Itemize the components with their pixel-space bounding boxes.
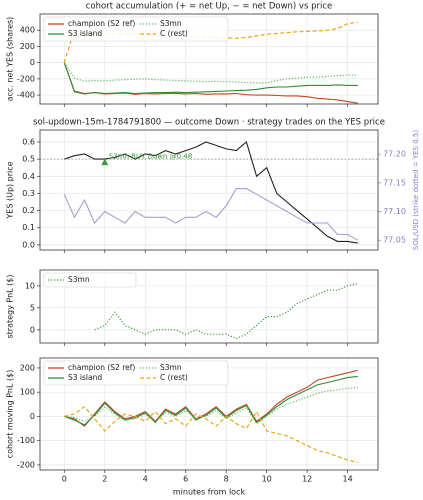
y-tick-label: -200 (17, 460, 35, 469)
series-line (64, 375, 358, 426)
x-tick-label: 2 (102, 475, 107, 484)
y-tick-label: -200 (17, 74, 35, 83)
chart-title: sol-updown-15m-1784791800 — outcome Down… (33, 118, 385, 128)
series-line (63, 62, 358, 95)
x-tick-label: 12 (302, 475, 312, 484)
x-tick-label: 6 (183, 475, 188, 484)
y-tick-label: 0.2 (22, 206, 35, 215)
y-tick-label: -400 (17, 91, 35, 100)
y2-tick-label: 77.05 (383, 236, 406, 245)
series-line (63, 188, 359, 241)
legend-box (43, 360, 229, 386)
y-tick-label: 400 (20, 26, 35, 35)
x-tick-label: 0 (62, 475, 67, 484)
series-line (64, 369, 358, 427)
y-axis-label: acc. net YES (shares) (6, 17, 15, 102)
y-tick-label: 0 (30, 58, 35, 67)
y-tick-label: 0.3 (22, 189, 35, 198)
legend-label: champion (S2 ref) (68, 363, 135, 372)
y2-tick-label: 77.15 (383, 178, 406, 187)
legend-label: S3 island (68, 373, 102, 382)
x-tick-label: 10 (262, 475, 272, 484)
y-tick-label: 5 (30, 303, 35, 312)
y2-tick-label: 77.20 (383, 150, 406, 159)
legend-label: C (rest) (160, 29, 188, 38)
y2-axis-label: SOL/USD (strike dotted = YES 0.5) (412, 130, 420, 250)
y2-tick-label: 77.10 (383, 207, 406, 216)
series-line (94, 283, 358, 340)
y-tick-label: 0.1 (22, 223, 35, 232)
y-tick-label: 0 (30, 412, 35, 421)
y-tick-label: 0.5 (22, 155, 35, 164)
y-tick-label: 0 (30, 325, 35, 334)
x-tick-label: 8 (224, 475, 229, 484)
x-tick-label: 14 (343, 475, 353, 484)
x-axis-label: minutes from lock (173, 488, 246, 497)
trade-marker (101, 158, 109, 166)
y-tick-label: 0.6 (22, 138, 35, 147)
legend-label: champion (S2 ref) (68, 19, 135, 28)
plot-frame (39, 357, 379, 471)
y-tick-label: 0.0 (22, 240, 35, 249)
y-tick-label: 200 (20, 363, 35, 372)
annotation: S3mn BUY Down @0.48 (109, 153, 192, 161)
legend-label: S3mn (68, 275, 90, 284)
plot-frame (39, 269, 379, 344)
legend-label: S3mn (160, 363, 182, 372)
y-axis-label: cohort moving PnL ($) (6, 370, 15, 459)
plot-frame (39, 129, 379, 251)
x-tick-label: 4 (143, 475, 148, 484)
plot-frame (39, 13, 379, 105)
y-axis-label: YES (Up) price (6, 161, 15, 219)
plot-area (40, 130, 378, 250)
legend-label: S3 island (68, 29, 102, 38)
y-tick-label: 10 (25, 281, 35, 290)
series-line (63, 62, 358, 84)
y-tick-label: 100 (20, 388, 35, 397)
legend-label: S3mn (160, 19, 182, 28)
series-line (64, 405, 358, 464)
y-tick-label: -100 (17, 436, 35, 445)
legend-box (43, 16, 229, 42)
series-line (64, 141, 358, 244)
y-tick-label: 200 (20, 42, 35, 51)
legend-box (43, 272, 137, 288)
legend-label: C (rest) (160, 373, 188, 382)
chart-title: cohort accumulation (+ = net Up, − = net… (86, 2, 333, 12)
y-tick-label: 0.4 (22, 172, 35, 181)
y-axis-label: strategy PnL ($) (6, 275, 15, 339)
